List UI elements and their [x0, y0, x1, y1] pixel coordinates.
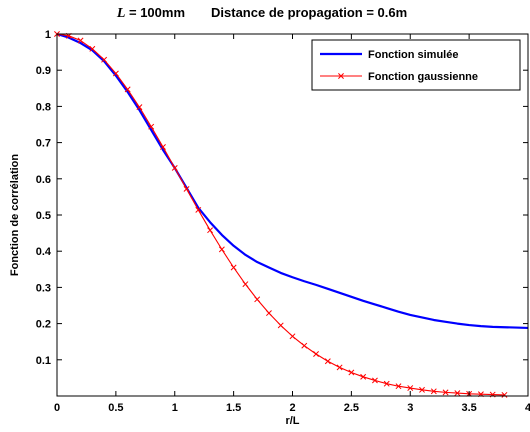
- legend-label: Fonction gaussienne: [368, 71, 478, 83]
- y-tick-label: 0.7: [36, 138, 51, 150]
- data-point-marker: [218, 246, 225, 253]
- x-tick-label: 3: [407, 402, 413, 414]
- data-point-marker: [183, 185, 190, 192]
- data-point-marker: [324, 358, 331, 365]
- y-axis-label: Fonction de corrélation: [9, 154, 21, 277]
- legend-label: Fonction simulée: [368, 49, 458, 61]
- data-point-marker: [360, 373, 367, 380]
- data-point-marker: [289, 333, 296, 340]
- x-tick-label: 3.5: [461, 402, 476, 414]
- x-tick-label: 1: [172, 402, 178, 414]
- series-line-1: [56, 32, 529, 330]
- data-point-marker: [501, 391, 508, 398]
- data-point-marker: [371, 377, 378, 384]
- x-tick-label: 2: [289, 402, 295, 414]
- title-distance: Distance de propagation = 0.6m: [211, 5, 407, 20]
- data-point-marker: [277, 322, 284, 329]
- x-tick-label: 2.5: [344, 402, 359, 414]
- data-point-marker: [171, 164, 178, 171]
- x-axis-label: r/L: [285, 415, 299, 427]
- data-point-marker: [348, 369, 355, 376]
- data-point-marker: [313, 351, 320, 357]
- data-point-marker: [430, 388, 437, 395]
- x-tick-label: 0.5: [108, 402, 123, 414]
- data-point-marker: [442, 389, 449, 396]
- data-point-marker: [160, 143, 166, 150]
- x-tick-label: 1.5: [226, 402, 241, 414]
- data-point-marker: [89, 45, 96, 52]
- title-equation: = 100mm: [125, 5, 185, 20]
- chart-title: L = 100mm Distance de propagation = 0.6m: [116, 5, 407, 21]
- data-point-marker: [77, 37, 84, 44]
- y-tick-label: 0.8: [36, 101, 51, 113]
- data-point-marker: [242, 281, 249, 288]
- data-point-marker: [301, 342, 308, 349]
- legend: Fonction simulée Fonction gaussienne: [311, 39, 521, 91]
- plot-area: [54, 31, 529, 398]
- title-symbol: L: [116, 6, 126, 21]
- data-point-marker: [148, 123, 155, 130]
- data-point-marker: [101, 56, 108, 63]
- data-point-marker: [230, 264, 237, 271]
- x-tick-label: 0: [54, 402, 60, 414]
- data-point-marker: [112, 70, 119, 77]
- y-tick-label: 0.4: [36, 246, 52, 258]
- data-point-marker: [407, 385, 414, 391]
- data-point-marker: [207, 227, 214, 234]
- data-point-marker: [336, 364, 343, 371]
- data-point-marker: [124, 86, 131, 93]
- data-point-marker: [254, 296, 261, 303]
- data-point-marker: [419, 386, 425, 393]
- legend-box: [311, 39, 521, 91]
- y-tick-label: 0.2: [36, 319, 51, 331]
- y-tick-label: 0.5: [36, 210, 51, 222]
- axis-ticks: 0 0.5 1 1.5 2 2.5 3 3.5 4 0.1 0.2 0.3 0.4 0.5 0.6 0.7 0.…: [36, 29, 530, 414]
- data-point-marker: [265, 310, 272, 317]
- x-tick-label: 4: [525, 402, 530, 414]
- data-point-marker: [454, 390, 461, 397]
- y-tick-label: 1: [45, 29, 51, 41]
- data-point-marker: [136, 104, 143, 111]
- y-tick-label: 0.1: [36, 355, 51, 367]
- data-point-marker: [195, 206, 202, 213]
- legend-marker: [338, 73, 344, 79]
- data-point-marker: [395, 383, 402, 390]
- y-tick-label: 0.3: [36, 282, 51, 294]
- y-tick-label: 0.6: [36, 174, 51, 186]
- y-tick-label: 0.9: [36, 65, 51, 77]
- data-point-marker: [383, 380, 390, 387]
